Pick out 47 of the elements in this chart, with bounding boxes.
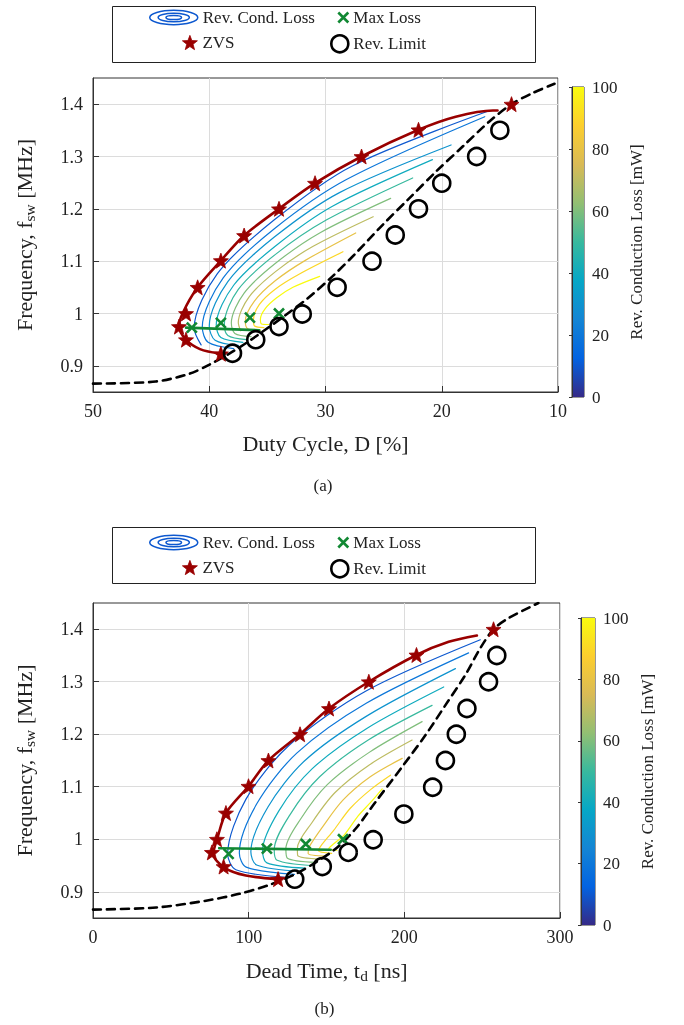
color-bar-title: Rev. Conduction Loss [mW]	[638, 673, 657, 870]
x-tick-label: 40	[200, 401, 219, 421]
legend-label: Rev. Limit	[353, 559, 427, 579]
x-tick-label: 50	[84, 401, 102, 421]
legend-label: ZVS	[202, 558, 235, 577]
color-bar-label: 80	[603, 669, 620, 689]
y-axis-title: Frequency, fsw [MHz]	[12, 664, 38, 857]
color-bar-label: 80	[592, 139, 609, 159]
x-tick-label: 10	[549, 401, 567, 421]
y-tick-label: 1.1	[60, 776, 83, 797]
text: (b)	[314, 999, 335, 1018]
y-tick-label: 1.2	[60, 198, 83, 219]
x-tick-label: 30	[316, 401, 335, 421]
y-tick-label: 1.1	[60, 251, 83, 272]
y-tick-label: 1.2	[60, 724, 83, 745]
legend-label: Max Loss	[353, 533, 421, 552]
x-tick-label: 100	[235, 927, 263, 947]
y-axis-title: Frequency, fsw [MHz]	[12, 138, 38, 332]
y-tick-label: 0.9	[60, 355, 83, 376]
legend-label: Rev. Cond. Loss	[202, 533, 315, 552]
text: (a)	[313, 476, 333, 495]
x-tick-label: 0	[88, 927, 98, 947]
x-tick-label: 20	[432, 401, 451, 421]
color-bar-label: 40	[592, 263, 609, 283]
y-tick-label: 0.9	[60, 881, 83, 902]
y-tick-label: 1.3	[60, 671, 83, 692]
x-tick-label: 200	[390, 927, 418, 947]
y-tick-label: 1.4	[60, 619, 83, 640]
x-tick-label: 300	[546, 927, 574, 947]
color-bar-label: 60	[592, 201, 609, 221]
color-bar-label: 20	[603, 854, 620, 874]
legend-label: Rev. Limit	[353, 34, 427, 54]
legend-label: ZVS	[202, 33, 235, 52]
color-bar-title: Rev. Conduction Loss [mW]	[627, 144, 646, 340]
color-bar-label: 60	[603, 731, 620, 751]
y-tick-label: 1.4	[60, 94, 83, 115]
y-tick-label: 1.3	[60, 146, 83, 167]
legend-label: Max Loss	[353, 8, 421, 27]
color-bar-label: 100	[592, 77, 618, 97]
color-bar-label: 40	[603, 792, 620, 812]
color-bar-label: 0	[592, 387, 601, 407]
y-tick-label: 1	[74, 829, 83, 850]
x-axis-title: Duty Cycle, D [%]	[242, 430, 409, 456]
color-bar-label: 100	[603, 608, 629, 628]
color-bar-label: 20	[592, 325, 609, 345]
legend-label: Rev. Cond. Loss	[202, 8, 315, 27]
y-tick-label: 1	[74, 303, 83, 324]
